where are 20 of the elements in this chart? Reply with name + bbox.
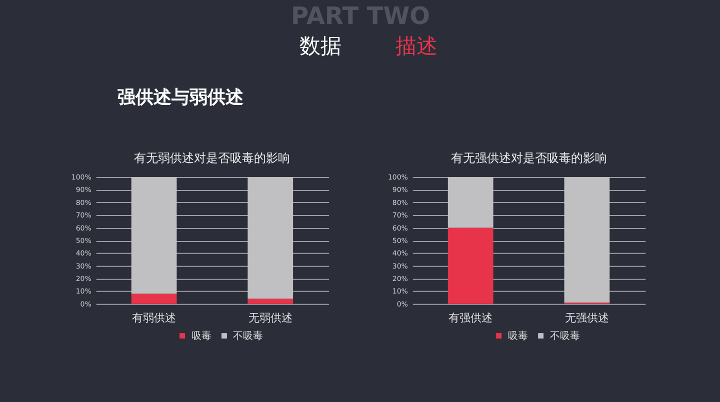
text: 描述 [395, 34, 438, 58]
x-tick-label: 无弱供述 [248, 311, 292, 324]
bar [448, 177, 494, 228]
chart-title: 有无强供述对是否吸毒的影响 [450, 151, 607, 166]
bar [131, 294, 177, 304]
bar [248, 298, 294, 304]
x-tick-label: 无强供述 [564, 311, 609, 324]
x-tick-label: 有强供述 [448, 311, 493, 324]
legend-label: 不吸毒 [233, 330, 264, 342]
x-tick-label: 有弱供述 [132, 311, 176, 324]
chart-title: 有无弱供述对是否吸毒的影响 [134, 151, 290, 166]
legend-label: 不吸毒 [550, 330, 580, 342]
legend-label: 吸毒 [191, 330, 212, 342]
text: 数据 [300, 34, 342, 58]
text: 强供述与弱供述 [118, 87, 245, 108]
bar [564, 177, 610, 303]
bar [131, 177, 177, 294]
bar [248, 177, 294, 299]
legend-label: 吸毒 [508, 330, 528, 342]
bar [448, 228, 494, 304]
